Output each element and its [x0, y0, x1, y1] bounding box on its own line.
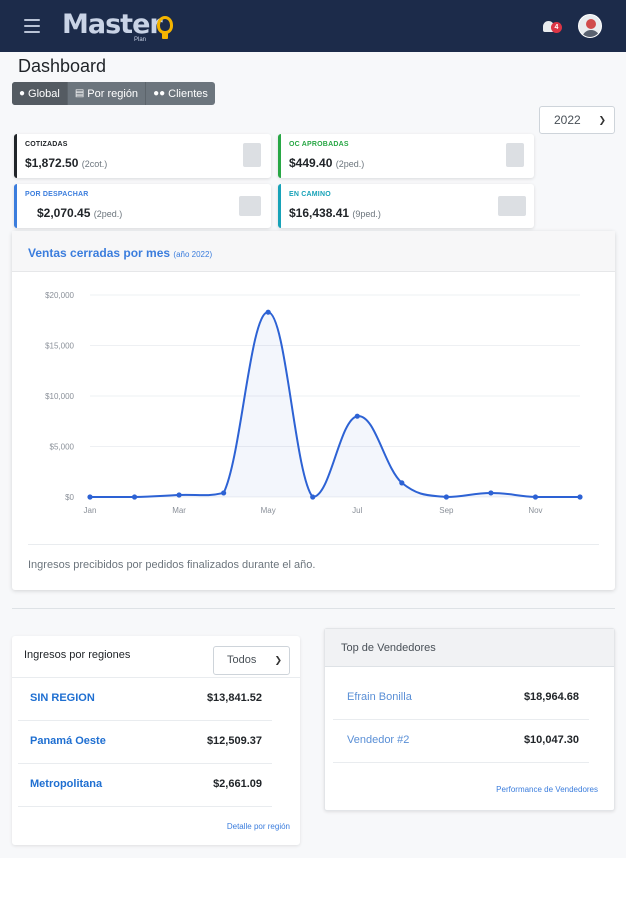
region-row[interactable]: Metropolitana $2,661.09	[18, 764, 272, 807]
bell-icon[interactable]	[543, 21, 554, 32]
data-point	[399, 480, 405, 486]
clipboard-check-icon	[506, 143, 524, 167]
stat-label: POR DESPACHAR	[25, 191, 89, 198]
seller-value: $10,047.30	[523, 734, 579, 746]
sales-chart-card: Ventas cerradas por mes (año 2022) $0 $5,…	[12, 231, 615, 590]
truck-icon	[498, 196, 526, 216]
chart-title: Ventas cerradas por mes (año 2022)	[28, 246, 213, 260]
tab-clientes-label: Clientes	[168, 87, 208, 100]
region-value: $13,841.52	[206, 692, 262, 704]
user-avatar[interactable]	[578, 14, 602, 38]
notification-badge: 4	[551, 22, 562, 33]
logo-subtitle: Plan	[134, 37, 147, 43]
chart-header: Ventas cerradas por mes (año 2022)	[12, 231, 615, 272]
seller-name[interactable]: Efrain Bonilla	[347, 691, 412, 703]
section-divider	[12, 608, 615, 609]
stat-card-cotizadas[interactable]: COTIZADAS $1,872.50 (2cot.)	[14, 134, 271, 178]
stat-card-por-despachar[interactable]: POR DESPACHAR $2,070.45 (2ped.)	[14, 184, 271, 228]
lightbulb-base	[162, 33, 168, 39]
x-tick-label: Jan	[84, 506, 97, 515]
data-point	[221, 490, 227, 496]
divider	[12, 677, 300, 678]
view-tabs: ● Global ▤ Por región ●● Clientes	[12, 82, 215, 105]
region-filter-value: Todos	[227, 654, 257, 666]
seller-name[interactable]: Vendedor #2	[347, 734, 410, 746]
chevron-down-icon: ❯	[598, 115, 606, 125]
top-navbar: Master Plan 4	[0, 0, 626, 52]
region-filter-select[interactable]: Todos ❯	[213, 646, 290, 675]
stat-value: $2,070.45 (2ped.)	[37, 206, 123, 220]
divider	[28, 544, 599, 545]
data-point	[310, 494, 316, 500]
data-point	[532, 494, 539, 500]
hamburger-menu-icon[interactable]	[24, 19, 40, 33]
seller-performance-link[interactable]: Performance de Vendedores	[496, 785, 598, 794]
regions-title: Ingresos por regiones	[24, 649, 131, 661]
x-tick-label: Nov	[528, 506, 542, 515]
sales-area-chart: $0 $5,000 $10,000 $15,000 $20,000 Jan Mar May Ju…	[45, 291, 583, 515]
y-tick-label: $10,000	[45, 392, 74, 401]
region-value: $2,661.09	[213, 778, 262, 790]
stat-label: OC APROBADAS	[289, 141, 349, 148]
stat-value: $449.40 (2ped.)	[289, 156, 365, 170]
chart-footer: Ingresos precibidos por pedidos finaliza…	[28, 559, 316, 571]
stat-value: $16,438.41 (9ped.)	[289, 206, 381, 220]
app-logo[interactable]: Master	[62, 9, 163, 40]
data-point	[354, 413, 360, 419]
sellers-title: Top de Vendedores	[341, 642, 436, 654]
lightbulb-icon	[157, 16, 173, 34]
tab-global[interactable]: ● Global	[12, 82, 68, 105]
data-point	[87, 494, 93, 500]
tab-por-region[interactable]: ▤ Por región	[68, 82, 147, 105]
y-tick-label: $0	[65, 493, 74, 502]
year-select[interactable]: 2022 ❯	[539, 106, 615, 134]
y-tick-label: $20,000	[45, 291, 74, 300]
stat-value: $1,872.50 (2cot.)	[25, 156, 108, 170]
x-tick-label: Mar	[172, 506, 186, 515]
stat-card-oc-aprobadas[interactable]: OC APROBADAS $449.40 (2ped.)	[278, 134, 534, 178]
seller-value: $18,964.68	[523, 691, 579, 703]
region-detail-link[interactable]: Detalle por región	[226, 822, 290, 831]
sellers-header: Top de Vendedores	[325, 629, 614, 667]
stat-label: COTIZADAS	[25, 141, 68, 148]
x-tick-label: Jul	[352, 506, 362, 515]
x-tick-label: Sep	[439, 506, 454, 515]
y-tick-label: $15,000	[45, 342, 74, 351]
data-point	[176, 492, 182, 498]
data-point	[443, 494, 449, 500]
x-tick-label: May	[261, 506, 276, 515]
users-icon: ●●	[153, 88, 166, 99]
region-name[interactable]: SIN REGION	[30, 692, 95, 704]
chevron-down-icon: ❯	[274, 655, 282, 665]
tab-por-region-label: Por región	[87, 87, 139, 100]
seller-row[interactable]: Vendedor #2 $10,047.30	[333, 720, 589, 763]
region-name[interactable]: Panamá Oeste	[30, 735, 106, 747]
box-icon	[239, 196, 261, 216]
stat-card-en-camino[interactable]: EN CAMINO $16,438.41 (9ped.)	[278, 184, 534, 228]
region-name[interactable]: Metropolitana	[30, 778, 103, 790]
clipboard-icon	[243, 143, 261, 167]
y-tick-label: $5,000	[50, 443, 75, 452]
page-title: Dashboard	[18, 56, 107, 76]
table-icon: ▤	[74, 88, 85, 99]
data-point	[488, 490, 494, 496]
region-row[interactable]: Panamá Oeste $12,509.37	[18, 721, 272, 764]
data-point	[131, 494, 138, 500]
data-point	[577, 494, 583, 500]
year-select-value: 2022	[554, 113, 581, 127]
globe-icon: ●	[19, 88, 26, 99]
tab-global-label: Global	[28, 87, 60, 100]
tab-clientes[interactable]: ●● Clientes	[146, 82, 215, 105]
series-area	[90, 312, 580, 497]
region-value: $12,509.37	[206, 735, 262, 747]
region-row[interactable]: SIN REGION $13,841.52	[18, 678, 272, 721]
seller-row[interactable]: Efrain Bonilla $18,964.68	[333, 677, 589, 720]
data-point	[265, 309, 271, 315]
regions-card: Ingresos por regiones Todos ❯ SIN REGION…	[12, 636, 300, 845]
top-sellers-card: Top de Vendedores Efrain Bonilla $18,964…	[324, 628, 615, 811]
stat-label: EN CAMINO	[289, 191, 331, 198]
